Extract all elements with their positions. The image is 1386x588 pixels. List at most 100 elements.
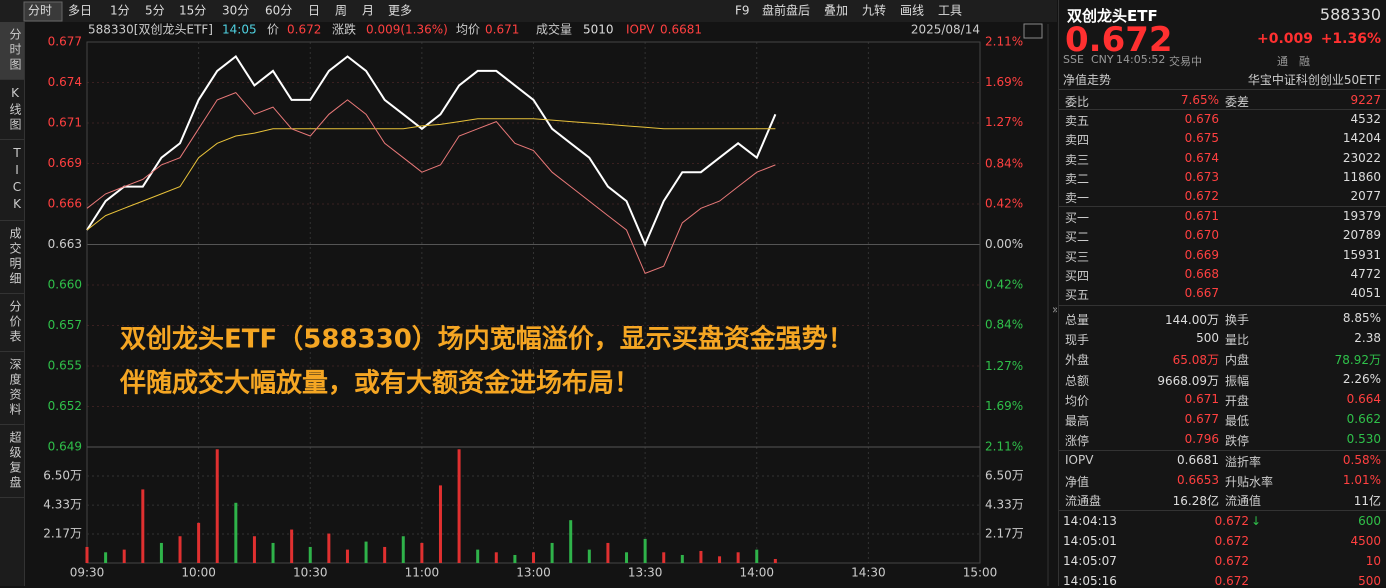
y-tick-label: 0.649 — [48, 440, 82, 454]
volume-bar — [178, 536, 182, 563]
stat-value: 9668.09万 — [1157, 373, 1219, 388]
volume-bar — [457, 449, 461, 563]
header-change-label: 涨跌 — [332, 22, 356, 37]
x-tick-label: 13:30 — [628, 566, 663, 580]
book-volume: 20789 — [1342, 228, 1381, 243]
side-tab[interactable]: TICK — [0, 140, 24, 221]
volume-bar — [606, 542, 610, 563]
stat-label: 均价 — [1065, 393, 1090, 408]
toolbar-tab[interactable]: 周 — [335, 4, 347, 18]
collapse-arrow[interactable]: » — [1052, 303, 1057, 317]
annotation: 伴随成交大幅放量，或有大额资金进场布局！ — [119, 368, 640, 399]
book-volume: 19379 — [1342, 209, 1381, 223]
stat-label2: 量比 — [1225, 333, 1250, 348]
stat-label2: 换手 — [1225, 313, 1250, 327]
fund-stat-value: 0.6681 — [1177, 453, 1219, 467]
volume-bar — [625, 552, 629, 563]
order-ratio-label2: 委差 — [1225, 95, 1250, 109]
nav-link[interactable]: 净值走势 — [1063, 73, 1112, 87]
market-info: CNY — [1091, 53, 1114, 66]
y-tick-label: 0.660 — [48, 278, 82, 292]
header-volume-label: 成交量 — [536, 22, 572, 37]
toolbar-tab[interactable]: 分时 — [28, 4, 52, 18]
trade-time: 14:05:01 — [1063, 534, 1117, 548]
side-tab[interactable]: 分价表 — [0, 294, 24, 352]
stat-value2: 0.530 — [1346, 432, 1381, 447]
volume-bar — [718, 556, 722, 563]
side-tab[interactable]: 分时图 — [0, 22, 24, 80]
toolbar-tab[interactable]: 30分 — [222, 4, 249, 18]
market-info: 14:05:52 — [1116, 53, 1166, 66]
toolbar-tab[interactable]: 日 — [308, 4, 320, 18]
toolbar-tool: 画线 — [900, 4, 924, 18]
volume-bar — [550, 542, 554, 563]
volume-bar — [141, 489, 145, 563]
y-tick-label: 0.655 — [48, 359, 82, 373]
book-label: 卖四 — [1065, 133, 1090, 148]
side-tab[interactable]: 超级复盘 — [0, 425, 24, 498]
book-label: 买二 — [1065, 230, 1090, 245]
x-tick-label: 11:00 — [405, 566, 440, 580]
x-tick-label: 14:00 — [739, 566, 774, 580]
toolbar-tab[interactable]: 月 — [362, 4, 374, 18]
toolbar — [0, 0, 1057, 22]
market-info: SSE — [1063, 53, 1084, 66]
side-tab[interactable]: K线图 — [0, 80, 24, 140]
volume-bar — [755, 549, 759, 563]
book-volume: 4051 — [1350, 286, 1381, 301]
stat-value: 65.08万 — [1172, 353, 1219, 368]
volume-bar — [290, 529, 294, 563]
fund-stat-value: 16.28亿 — [1172, 494, 1219, 508]
book-price: 0.668 — [1184, 266, 1219, 281]
header-time: 14:05 — [222, 23, 257, 37]
fund-name: 双创龙头ETF — [1067, 7, 1158, 25]
y2-tick-label: 0.84% — [985, 156, 1023, 170]
y-tick-label: 0.652 — [48, 399, 82, 413]
volume-bar — [327, 533, 331, 563]
book-label: 买一 — [1065, 211, 1090, 225]
book-price: 0.675 — [1184, 131, 1219, 146]
x-tick-label: 10:00 — [181, 566, 216, 580]
volume-bar — [159, 542, 163, 563]
book-volume: 15931 — [1342, 247, 1381, 262]
volume-bar — [643, 538, 647, 563]
toolbar-tab[interactable]: 60分 — [265, 4, 292, 18]
book-label: 买四 — [1065, 268, 1090, 283]
volume-bar — [494, 552, 498, 563]
quote-panel: 双创龙头ETF 588330 0.672 +0.009 +1.36% SSE CNY 14:0… — [1058, 0, 1386, 588]
side-tab[interactable]: 深度资料 — [0, 352, 24, 425]
fund-stat-value2: 1.01% — [1342, 472, 1381, 487]
y2-tick-label: 0.84% — [985, 318, 1023, 332]
volume-bar — [252, 536, 256, 563]
volume-bar — [680, 554, 684, 563]
side-tabs: 分时图 K线图 TICK 成交明细 分价表 深度资料 超级复盘 — [0, 22, 25, 586]
trade-price: 0.672 — [1214, 554, 1249, 568]
header-volume: 5010 — [583, 23, 614, 37]
volume-bar — [699, 550, 703, 563]
volume-bar — [513, 554, 517, 563]
header-date: 2025/08/14 — [911, 23, 980, 37]
side-tab[interactable]: 成交明细 — [0, 221, 24, 294]
toolbar-tab[interactable]: 1分 — [110, 4, 130, 18]
book-label: 买三 — [1065, 249, 1090, 264]
trade-arrow: ↓ — [1251, 514, 1262, 528]
book-price: 0.673 — [1184, 169, 1219, 184]
trade-volume: 4500 — [1350, 534, 1381, 548]
active-tab — [23, 1, 63, 22]
toolbar-tab[interactable]: 多日 — [68, 4, 92, 18]
separator — [1059, 109, 1386, 110]
book-volume: 4772 — [1350, 266, 1381, 281]
toolbar-tab[interactable]: 更多 — [388, 4, 412, 18]
book-label: 卖五 — [1065, 114, 1090, 128]
book-label: 卖一 — [1065, 191, 1090, 206]
volume-bar — [308, 546, 312, 563]
toolbar-tab[interactable]: 5分 — [145, 4, 165, 18]
volume-bar — [662, 552, 666, 563]
market-info: 交易中 — [1169, 55, 1202, 68]
order-ratio-value2: 9227 — [1350, 93, 1381, 107]
y2-tick-label: 1.69% — [985, 75, 1023, 89]
x-tick-label: 10:30 — [293, 566, 328, 580]
toolbar-tab[interactable]: 15分 — [179, 4, 206, 18]
book-label: 卖三 — [1065, 152, 1090, 167]
stat-label2: 振幅 — [1225, 373, 1250, 388]
